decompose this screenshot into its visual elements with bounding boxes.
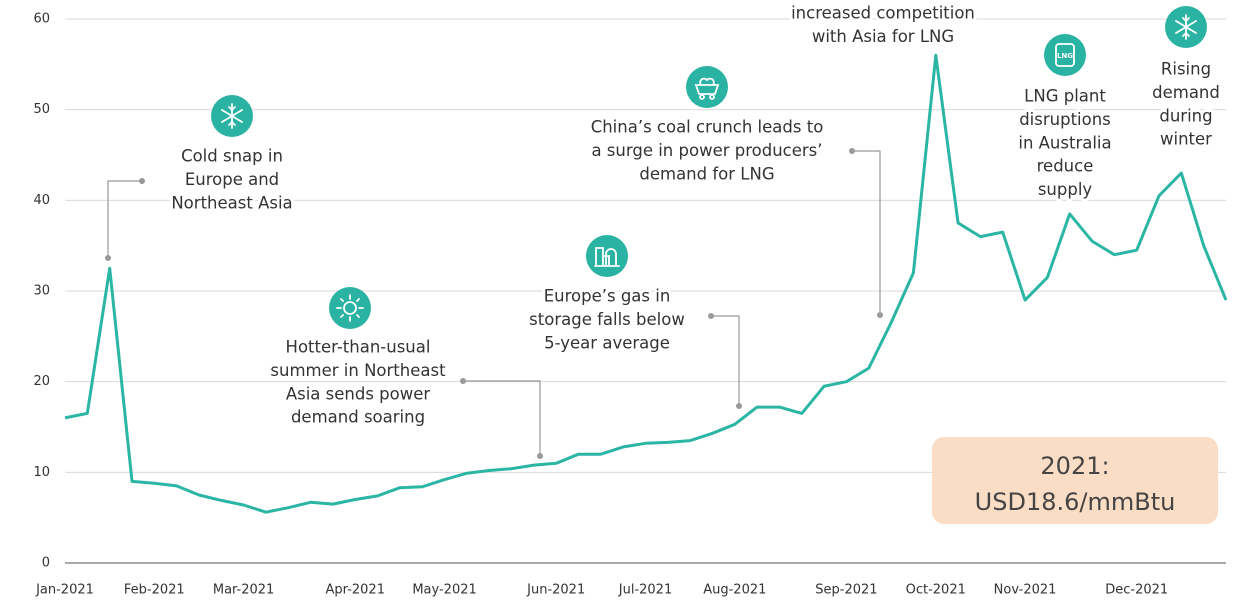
x-tick-label: Oct-2021 [906, 583, 966, 598]
y-tick-label: 40 [33, 193, 50, 208]
annotation-text: with Asia for LNG [812, 27, 954, 46]
plot [64, 53, 1228, 514]
x-tick-label: Feb-2021 [124, 583, 185, 598]
coal-icon [686, 66, 728, 108]
y-tick-label: 10 [33, 465, 50, 480]
annotation-text: increased competition [791, 4, 975, 23]
annotation-text: demand for LNG [639, 164, 774, 183]
sun-icon [329, 287, 371, 329]
snowflake-icon [1165, 6, 1207, 48]
annotation-text: winter [1160, 130, 1212, 149]
annotation-text: Rising [1161, 60, 1211, 79]
annotation-text: supply [1038, 180, 1093, 199]
annotation-text: China’s coal crunch leads to [591, 118, 824, 137]
y-tick-label: 20 [33, 374, 50, 389]
lng-icon: LNG [1044, 34, 1086, 76]
leader-lines [105, 148, 883, 459]
x-tick-label: Nov-2021 [994, 583, 1057, 598]
annotations: Cold snap in Europe and Northeast Asia Hott… [168, 1, 1223, 430]
annotation-text: storage falls below [529, 310, 685, 329]
x-tick-label: Sep-2021 [815, 583, 877, 598]
annotation-text: Asia sends power [286, 384, 431, 403]
leader-dot [736, 403, 742, 409]
annotation-text: Hotter-than-usual [286, 338, 431, 357]
leader-dot [708, 313, 714, 319]
leader-dot [877, 312, 883, 318]
storage-icon [586, 235, 628, 277]
leader-dot [537, 453, 543, 459]
svg-text:LNG: LNG [1057, 52, 1073, 60]
leader-line [852, 150, 881, 315]
price-line [64, 53, 1228, 514]
y-tick-label: 30 [33, 284, 50, 299]
annotation-text: in Australia [1018, 133, 1111, 152]
annotation-text: demand [1152, 83, 1220, 102]
y-tick-label: 0 [42, 556, 50, 571]
leader-line [711, 315, 740, 406]
annotation-text: Europe and [185, 170, 279, 189]
x-tick-label: Dec-2021 [1105, 583, 1168, 598]
x-tick-label: Jun-2021 [526, 583, 585, 598]
annotation-text: demand soaring [291, 408, 425, 427]
leader-dot [460, 378, 466, 384]
summary-box [932, 437, 1218, 524]
annotation-text: reduce [1037, 157, 1094, 176]
x-tick-label: Aug-2021 [703, 583, 766, 598]
grid: 0 10 20 30 40 50 60 Jan-2021 Feb-2021 Mar-2021 Apr… [33, 12, 1226, 598]
annotation-text: Northeast Asia [171, 193, 292, 212]
leader-dot [139, 178, 145, 184]
summary-label: 2021: [1040, 452, 1109, 480]
y-tick-label: 50 [33, 102, 50, 117]
annotation-text: LNG plant [1024, 87, 1106, 106]
leader-dot [849, 148, 855, 154]
annotation-text: during [1159, 106, 1212, 125]
icons: LNG [211, 6, 1207, 329]
x-tick-label: Jul-2021 [618, 583, 672, 598]
x-tick-label: Apr-2021 [326, 583, 385, 598]
leader-line [463, 380, 541, 456]
x-tick-label: Mar-2021 [213, 583, 274, 598]
annotation-text: disruptions [1019, 110, 1111, 129]
annotation-text: a surge in power producers’ [591, 141, 822, 160]
summary-value: USD18.6/mmBtu [975, 488, 1176, 516]
snowflake-icon [211, 95, 253, 137]
annotation-text: summer in Northeast [270, 361, 446, 380]
y-tick-label: 60 [33, 12, 50, 27]
leader-line [107, 180, 142, 258]
leader-dot [105, 255, 111, 261]
annotation-text: Europe’s gas in [544, 287, 671, 306]
x-tick-label: May-2021 [412, 583, 476, 598]
annotation-text: 5-year average [544, 333, 670, 352]
annotation-text: Cold snap in [181, 147, 283, 166]
x-tick-label: Jan-2021 [35, 583, 94, 598]
